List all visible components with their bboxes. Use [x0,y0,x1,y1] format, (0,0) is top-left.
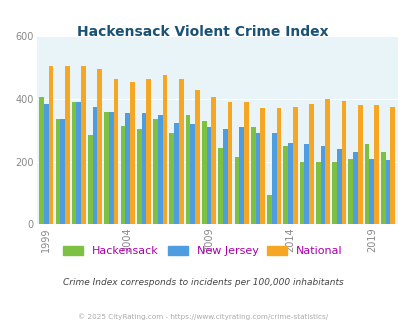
Text: © 2025 CityRating.com - https://www.cityrating.com/crime-statistics/: © 2025 CityRating.com - https://www.city… [78,314,327,320]
Bar [141,113,146,224]
Bar [288,143,292,224]
Bar [283,146,288,224]
Bar [250,127,255,224]
Bar [136,129,141,224]
Bar [385,160,390,224]
Bar [364,145,369,224]
Bar [81,66,86,224]
Bar [352,152,357,224]
Bar [357,105,362,224]
Bar [336,149,341,224]
Bar [146,79,151,224]
Bar [153,119,158,224]
Bar [266,195,271,224]
Bar [179,79,183,224]
Bar [315,162,320,224]
Bar [49,66,53,224]
Bar [308,104,313,224]
Bar [255,134,260,224]
Bar [299,162,304,224]
Bar [380,152,385,224]
Bar [120,126,125,224]
Bar [243,102,248,224]
Bar [320,146,324,224]
Bar [195,90,199,224]
Bar [324,99,329,224]
Bar [331,162,336,224]
Bar [390,107,394,224]
Text: Crime Index corresponds to incidents per 100,000 inhabitants: Crime Index corresponds to incidents per… [62,278,343,287]
Bar [55,119,60,224]
Bar [239,127,243,224]
Bar [169,134,174,224]
Bar [60,119,65,224]
Bar [93,107,97,224]
Bar [234,157,239,224]
Legend: Hackensack, New Jersey, National: Hackensack, New Jersey, National [59,242,346,261]
Bar [373,105,378,224]
Bar [222,129,227,224]
Bar [72,102,76,224]
Bar [174,122,179,224]
Bar [158,115,162,224]
Bar [211,97,215,224]
Bar [104,112,109,224]
Bar [88,135,93,224]
Bar [65,66,70,224]
Bar [341,101,345,224]
Bar [260,109,264,224]
Bar [44,104,49,224]
Bar [39,97,44,224]
Bar [76,102,81,224]
Bar [202,121,206,224]
Bar [109,112,113,224]
Bar [276,109,281,224]
Text: Hackensack Violent Crime Index: Hackensack Violent Crime Index [77,25,328,39]
Bar [227,102,232,224]
Bar [162,76,167,224]
Bar [347,159,352,224]
Bar [206,127,211,224]
Bar [369,159,373,224]
Bar [97,69,102,224]
Bar [218,148,222,224]
Bar [304,145,308,224]
Bar [125,113,130,224]
Bar [185,115,190,224]
Bar [190,124,195,224]
Bar [130,82,134,224]
Bar [292,107,297,224]
Bar [271,134,276,224]
Bar [113,79,118,224]
